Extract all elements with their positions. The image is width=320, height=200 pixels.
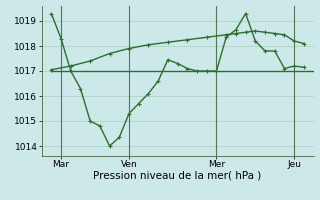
X-axis label: Pression niveau de la mer( hPa ): Pression niveau de la mer( hPa ) bbox=[93, 171, 262, 181]
